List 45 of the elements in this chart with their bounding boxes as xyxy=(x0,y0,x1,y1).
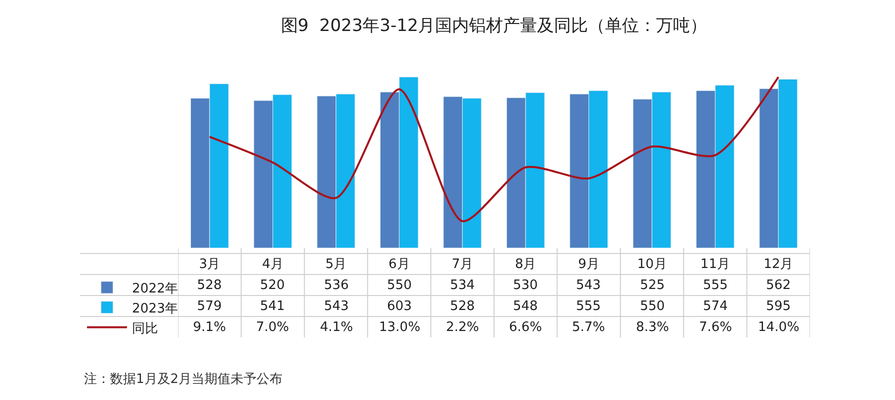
data-label: 525 xyxy=(640,278,665,293)
data-label: 528 xyxy=(197,278,222,293)
data-label: 550 xyxy=(640,299,665,314)
x-tick-label: 9月 xyxy=(578,257,600,272)
data-label: 579 xyxy=(197,299,222,314)
x-tick-label: 10月 xyxy=(637,257,667,272)
x-tick-label: 7月 xyxy=(452,257,474,272)
data-label: 7.6% xyxy=(699,320,732,335)
legend-label: 2023年 xyxy=(132,301,178,316)
data-label: 603 xyxy=(387,299,412,314)
x-tick-label: 5月 xyxy=(325,257,347,272)
data-label: 536 xyxy=(324,278,349,293)
data-label: 574 xyxy=(703,299,728,314)
data-label: 555 xyxy=(576,299,601,314)
x-tick-label: 3月 xyxy=(198,257,220,272)
data-label: 541 xyxy=(260,299,285,314)
data-label: 555 xyxy=(703,278,728,293)
legend-label: 2022年 xyxy=(132,282,178,297)
data-label: 534 xyxy=(450,278,475,293)
data-label: 14.0% xyxy=(758,320,800,335)
data-label: 5.7% xyxy=(572,320,606,335)
x-tick-label: 4月 xyxy=(262,257,284,272)
legend-label: 同比 xyxy=(132,321,158,336)
data-label: 562 xyxy=(766,278,791,293)
text: 注：数据1月及2月当期值未予公布 xyxy=(84,372,283,387)
x-tick-label: 11月 xyxy=(700,257,730,272)
data-label: 6.6% xyxy=(509,320,542,335)
data-label: 543 xyxy=(576,278,601,293)
data-label: 543 xyxy=(324,299,349,314)
data-label: 13.0% xyxy=(379,320,420,335)
x-tick-label: 6月 xyxy=(388,257,410,272)
data-label: 8.3% xyxy=(636,320,670,335)
x-tick-label: 12月 xyxy=(764,257,794,272)
data-label: 520 xyxy=(260,278,285,293)
data-label: 595 xyxy=(766,299,791,314)
data-label: 548 xyxy=(513,299,538,314)
data-label: 4.1% xyxy=(320,320,354,335)
data-label: 528 xyxy=(450,299,475,314)
data-label: 550 xyxy=(387,278,412,293)
x-tick-label: 8月 xyxy=(514,257,536,272)
data-label: 7.0% xyxy=(256,320,290,335)
data-label: 530 xyxy=(513,278,538,293)
data-label: 9.1% xyxy=(193,320,226,335)
data-label: 2.2% xyxy=(446,320,480,335)
chart-title: 图9 2023年3-12月国内铝材产量及同比（单位：万吨） xyxy=(280,16,708,36)
